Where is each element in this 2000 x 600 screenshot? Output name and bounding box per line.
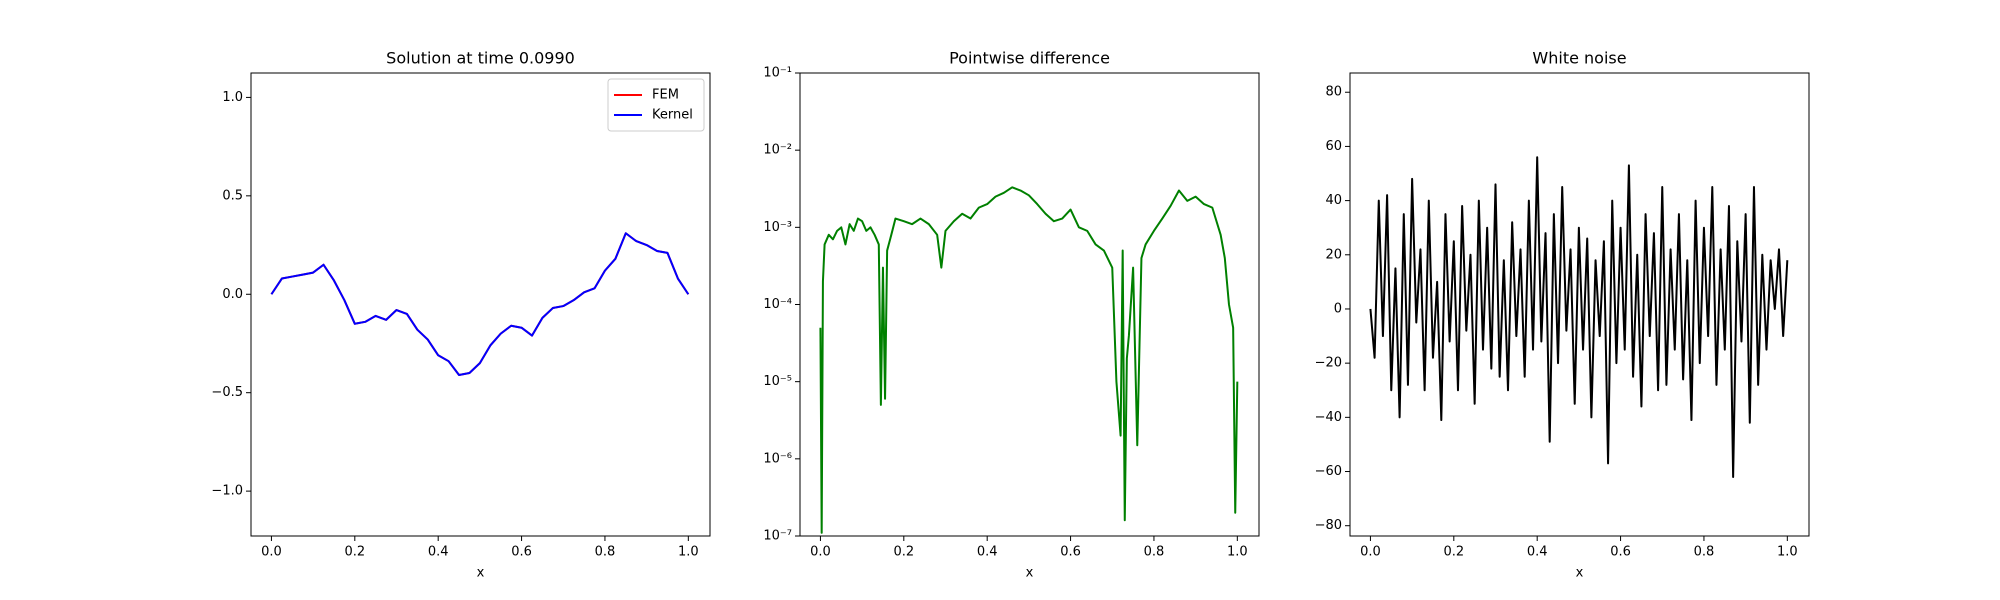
axes-frame: [1349, 72, 1810, 537]
x-tick-label: 0.0: [810, 545, 831, 560]
x-axis-label: x: [1026, 566, 1034, 581]
x-tick-label: 0.2: [1443, 545, 1464, 560]
y-tick-label: 10⁻¹: [763, 66, 792, 81]
data-line: [819, 186, 1239, 534]
x-tick-label: 0.6: [511, 545, 532, 560]
x-tick-label: 1.0: [1227, 545, 1248, 560]
data-line: [270, 232, 690, 376]
x-axis-label: x: [477, 566, 485, 581]
x-tick-label: 0.2: [893, 545, 914, 560]
y-tick-label: −20: [1315, 356, 1342, 371]
y-tick-label: −40: [1315, 410, 1342, 425]
y-tick-label: −60: [1315, 464, 1342, 479]
x-tick-label: 0.4: [428, 545, 449, 560]
legend-box: [607, 78, 705, 132]
data-line: [1369, 156, 1789, 478]
axes-frame: [799, 72, 1260, 537]
x-tick-label: 1.0: [678, 545, 699, 560]
y-tick-label: 10⁻³: [763, 220, 792, 235]
x-tick-label: 0.8: [1144, 545, 1165, 560]
y-tick-label: 0.0: [222, 287, 243, 302]
y-tick-label: −80: [1315, 518, 1342, 533]
legend-label: FEM: [652, 88, 679, 103]
y-tick-label: 40: [1325, 193, 1342, 208]
x-tick-label: 0.6: [1060, 545, 1081, 560]
chart-title: Pointwise difference: [949, 49, 1110, 68]
y-tick-label: 10⁻⁷: [763, 529, 792, 544]
x-tick-label: 0.8: [1694, 545, 1715, 560]
x-tick-label: 0.8: [595, 545, 616, 560]
y-tick-label: 80: [1325, 85, 1342, 100]
y-tick-label: 10⁻²: [763, 143, 792, 158]
x-tick-label: 0.6: [1610, 545, 1631, 560]
axes-frame: [250, 72, 711, 537]
x-tick-label: 0.0: [261, 545, 282, 560]
x-tick-label: 0.2: [344, 545, 365, 560]
y-tick-label: 60: [1325, 139, 1342, 154]
x-tick-label: 1.0: [1777, 545, 1798, 560]
chart-title: White noise: [1532, 49, 1626, 68]
chart-title: Solution at time 0.0990: [386, 49, 575, 68]
y-tick-label: 1.0: [222, 90, 243, 105]
data-line: [270, 232, 690, 376]
y-tick-label: 10⁻⁶: [763, 451, 792, 466]
y-tick-label: −0.5: [211, 385, 243, 400]
y-tick-label: 0.5: [222, 188, 243, 203]
y-tick-label: −1.0: [211, 484, 243, 499]
y-tick-label: 0: [1334, 301, 1342, 316]
y-tick-label: 20: [1325, 247, 1342, 262]
y-tick-label: 10⁻⁵: [763, 374, 792, 389]
y-tick-label: 10⁻⁴: [763, 297, 792, 312]
x-tick-label: 0.4: [977, 545, 998, 560]
x-axis-label: x: [1576, 566, 1584, 581]
legend-label: Kernel: [652, 108, 693, 123]
x-tick-label: 0.0: [1360, 545, 1381, 560]
x-tick-label: 0.4: [1527, 545, 1548, 560]
